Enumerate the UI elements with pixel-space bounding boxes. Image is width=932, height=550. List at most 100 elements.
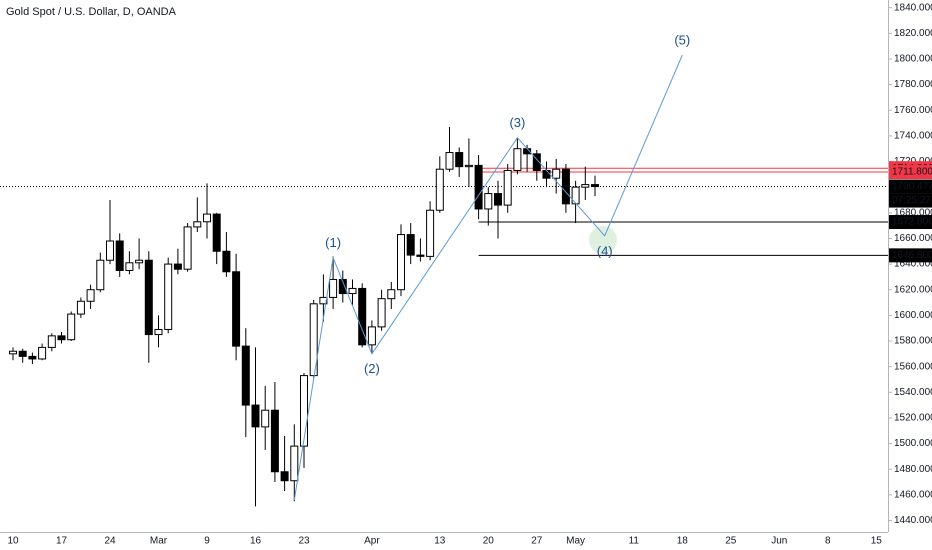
x-tick-label: 11	[629, 536, 640, 547]
x-tick-label: 23	[298, 536, 310, 547]
candle-body	[300, 375, 308, 447]
wave-label: (4)	[597, 243, 613, 258]
y-tick-label: 1580.000	[894, 336, 932, 347]
x-tick-label: 25	[725, 536, 737, 547]
x-tick-label: 18	[677, 536, 689, 547]
current-price-box	[889, 179, 932, 194]
candle-body	[387, 289, 396, 300]
candle-body	[232, 271, 241, 347]
x-tick-label: 17	[56, 536, 68, 547]
candle-body	[203, 213, 211, 223]
candle-body	[513, 148, 522, 171]
current-price-label: 1700.477	[892, 181, 932, 192]
y-tick-label: 1600.000	[894, 310, 932, 321]
candle-body	[183, 226, 192, 270]
candle-body	[86, 289, 95, 302]
candle-body	[47, 335, 56, 348]
countdown-box	[889, 193, 932, 208]
candle-body	[290, 445, 299, 482]
x-tick-label: 13	[434, 536, 446, 547]
x-tick-label: 10	[7, 536, 19, 547]
candle-body	[484, 193, 493, 210]
candle-body	[144, 259, 153, 336]
candle-body	[377, 298, 386, 328]
level-label: 1711.800	[892, 167, 932, 178]
candle-body	[532, 153, 541, 171]
highlight-circle	[589, 226, 617, 254]
wave-label: (5)	[674, 33, 690, 48]
candle-body	[581, 184, 590, 188]
y-tick-label: 1800.000	[894, 54, 932, 65]
candle-body	[542, 169, 551, 179]
candle-body	[464, 164, 473, 168]
candle-body	[552, 168, 561, 179]
y-tick-label: 1480.000	[894, 464, 932, 475]
candle-body	[561, 168, 570, 205]
wave-label: (1)	[325, 235, 341, 250]
candle-body	[241, 345, 250, 406]
y-tick-label: 1500.000	[894, 438, 932, 449]
candle-body	[338, 278, 347, 295]
candle-body	[367, 326, 376, 346]
x-tick-label: Jun	[771, 536, 787, 547]
candle-body	[261, 409, 270, 428]
level-label: 1672.800	[892, 217, 932, 228]
y-tick-label: 1540.000	[894, 387, 932, 398]
candle-body	[125, 262, 134, 271]
wave-label: (2)	[364, 361, 380, 376]
chart-title: Gold Spot / U.S. Dollar, D, OANDA	[6, 6, 177, 18]
candle-body	[135, 259, 144, 264]
candle-body	[397, 234, 405, 291]
candle-body	[455, 152, 464, 168]
candle-body	[348, 287, 357, 295]
candle-body	[76, 300, 85, 315]
level-box	[889, 215, 932, 230]
candle-body	[115, 240, 124, 271]
x-tick-label: Mar	[150, 536, 168, 547]
candle-body	[28, 355, 37, 360]
y-tick-label: 1660.000	[894, 233, 932, 244]
x-tick-label: 27	[531, 536, 543, 547]
candle-body	[193, 221, 202, 228]
y-tick-label: 1760.000	[894, 105, 932, 116]
candle-body	[154, 328, 163, 336]
candle-body	[474, 164, 483, 210]
x-tick-label: 8	[825, 536, 831, 547]
level-label: 1646.800	[892, 250, 932, 261]
candle-body	[212, 213, 221, 252]
y-tick-label: 1740.000	[894, 131, 932, 142]
candle-body	[503, 169, 512, 206]
candle-body	[18, 350, 27, 357]
candle-body	[251, 404, 260, 428]
candle-body	[445, 152, 454, 170]
candle-body	[222, 250, 231, 273]
candle-body	[280, 471, 289, 482]
candle-body	[9, 350, 17, 355]
candle-body	[164, 263, 173, 330]
candle-body	[329, 278, 338, 298]
candle-body	[57, 335, 66, 341]
level-box	[889, 248, 932, 263]
y-tick-label: 1820.000	[894, 28, 932, 39]
candle-body	[416, 254, 425, 257]
candle-body	[591, 184, 599, 188]
x-tick-label: Apr	[364, 536, 380, 547]
y-tick-label: 1440.000	[894, 515, 932, 526]
candle-body	[96, 259, 105, 291]
candle-body	[494, 193, 502, 206]
wave-label: (3)	[509, 115, 525, 130]
x-tick-label: 20	[483, 536, 495, 547]
candle-body	[319, 296, 328, 305]
candle-body	[435, 168, 444, 211]
y-tick-label: 1620.000	[894, 284, 932, 295]
candle-body	[38, 346, 47, 360]
y-tick-label: 1840.000	[894, 2, 932, 13]
x-tick-label: 9	[204, 536, 210, 547]
y-tick-label: 1780.000	[894, 79, 932, 90]
candle-body	[406, 234, 415, 256]
candle-body	[309, 303, 318, 377]
level-box	[889, 165, 932, 180]
candle-body	[270, 409, 279, 473]
